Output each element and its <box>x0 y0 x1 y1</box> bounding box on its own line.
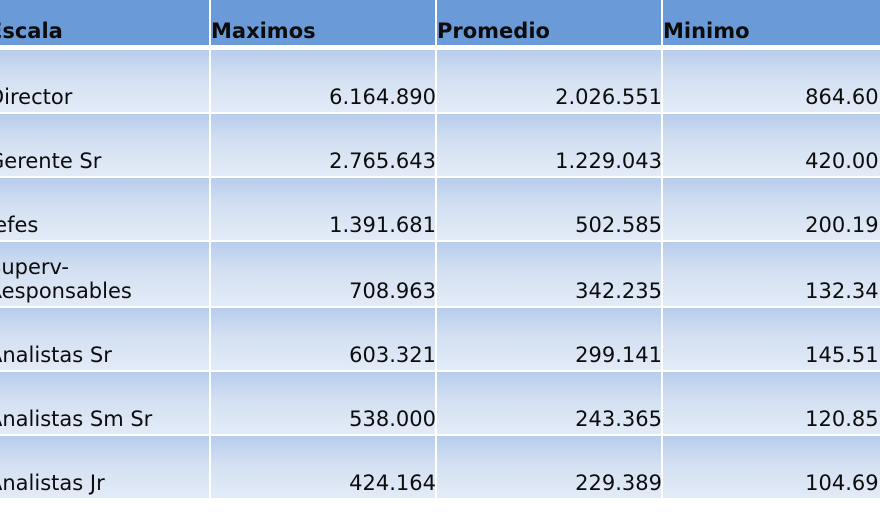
cell-maximos: 2.765.643 <box>329 149 436 173</box>
cell-escala: Analistas Sm Sr <box>0 407 153 431</box>
cell-maximos: 603.321 <box>349 343 436 367</box>
cell-maximos: 1.391.681 <box>329 213 436 237</box>
cell-escala: Director <box>0 85 73 109</box>
page-background <box>0 498 880 512</box>
header-promedio: Promedio <box>437 19 550 43</box>
cell-promedio: 342.235 <box>575 279 662 303</box>
cell-minimo: 132.341 <box>805 279 880 303</box>
header-divider <box>0 45 880 48</box>
header-escala: Escala <box>0 19 63 43</box>
column-divider <box>209 0 211 498</box>
table-row: Gerente Sr 2.765.643 1.229.043 420.007 <box>0 112 880 176</box>
table-row: Analistas Sr 603.321 299.141 145.512 <box>0 306 880 370</box>
column-divider <box>661 0 663 498</box>
header-maximos: Maximos <box>211 19 316 43</box>
cell-minimo: 120.855 <box>805 407 880 431</box>
cell-maximos: 708.963 <box>349 279 436 303</box>
cell-maximos: 6.164.890 <box>329 85 436 109</box>
cell-minimo: 145.512 <box>805 343 880 367</box>
cell-promedio: 2.026.551 <box>555 85 662 109</box>
table-row: Director 6.164.890 2.026.551 864.600 <box>0 48 880 112</box>
cell-escala: Gerente Sr <box>0 149 102 173</box>
cell-maximos: 424.164 <box>349 471 436 495</box>
cell-minimo: 864.600 <box>805 85 880 109</box>
cell-minimo: 104.693 <box>805 471 880 495</box>
table-row: Jefes 1.391.681 502.585 200.195 <box>0 176 880 240</box>
cell-escala: Jefes <box>0 213 39 237</box>
cell-escala: Analistas Jr <box>0 471 105 495</box>
header-minimo: Minimo <box>663 19 750 43</box>
cell-escala: Analistas Sr <box>0 343 112 367</box>
cell-maximos: 538.000 <box>349 407 436 431</box>
cell-promedio: 229.389 <box>575 471 662 495</box>
table-header-row: Escala Maximos Promedio Minimo <box>0 0 880 45</box>
table-row: Analistas Jr 424.164 229.389 104.693 <box>0 434 880 498</box>
cell-promedio: 1.229.043 <box>555 149 662 173</box>
cell-promedio: 243.365 <box>575 407 662 431</box>
cell-promedio: 299.141 <box>575 343 662 367</box>
table-row: Superv- Responsables 708.963 342.235 132… <box>0 240 880 306</box>
cell-minimo: 420.007 <box>805 149 880 173</box>
cell-escala: Superv- Responsables <box>0 255 132 303</box>
column-divider <box>435 0 437 498</box>
table-row: Analistas Sm Sr 538.000 243.365 120.855 <box>0 370 880 434</box>
cell-minimo: 200.195 <box>805 213 880 237</box>
cell-promedio: 502.585 <box>575 213 662 237</box>
salary-scale-table: Escala Maximos Promedio Minimo Director … <box>0 0 880 498</box>
